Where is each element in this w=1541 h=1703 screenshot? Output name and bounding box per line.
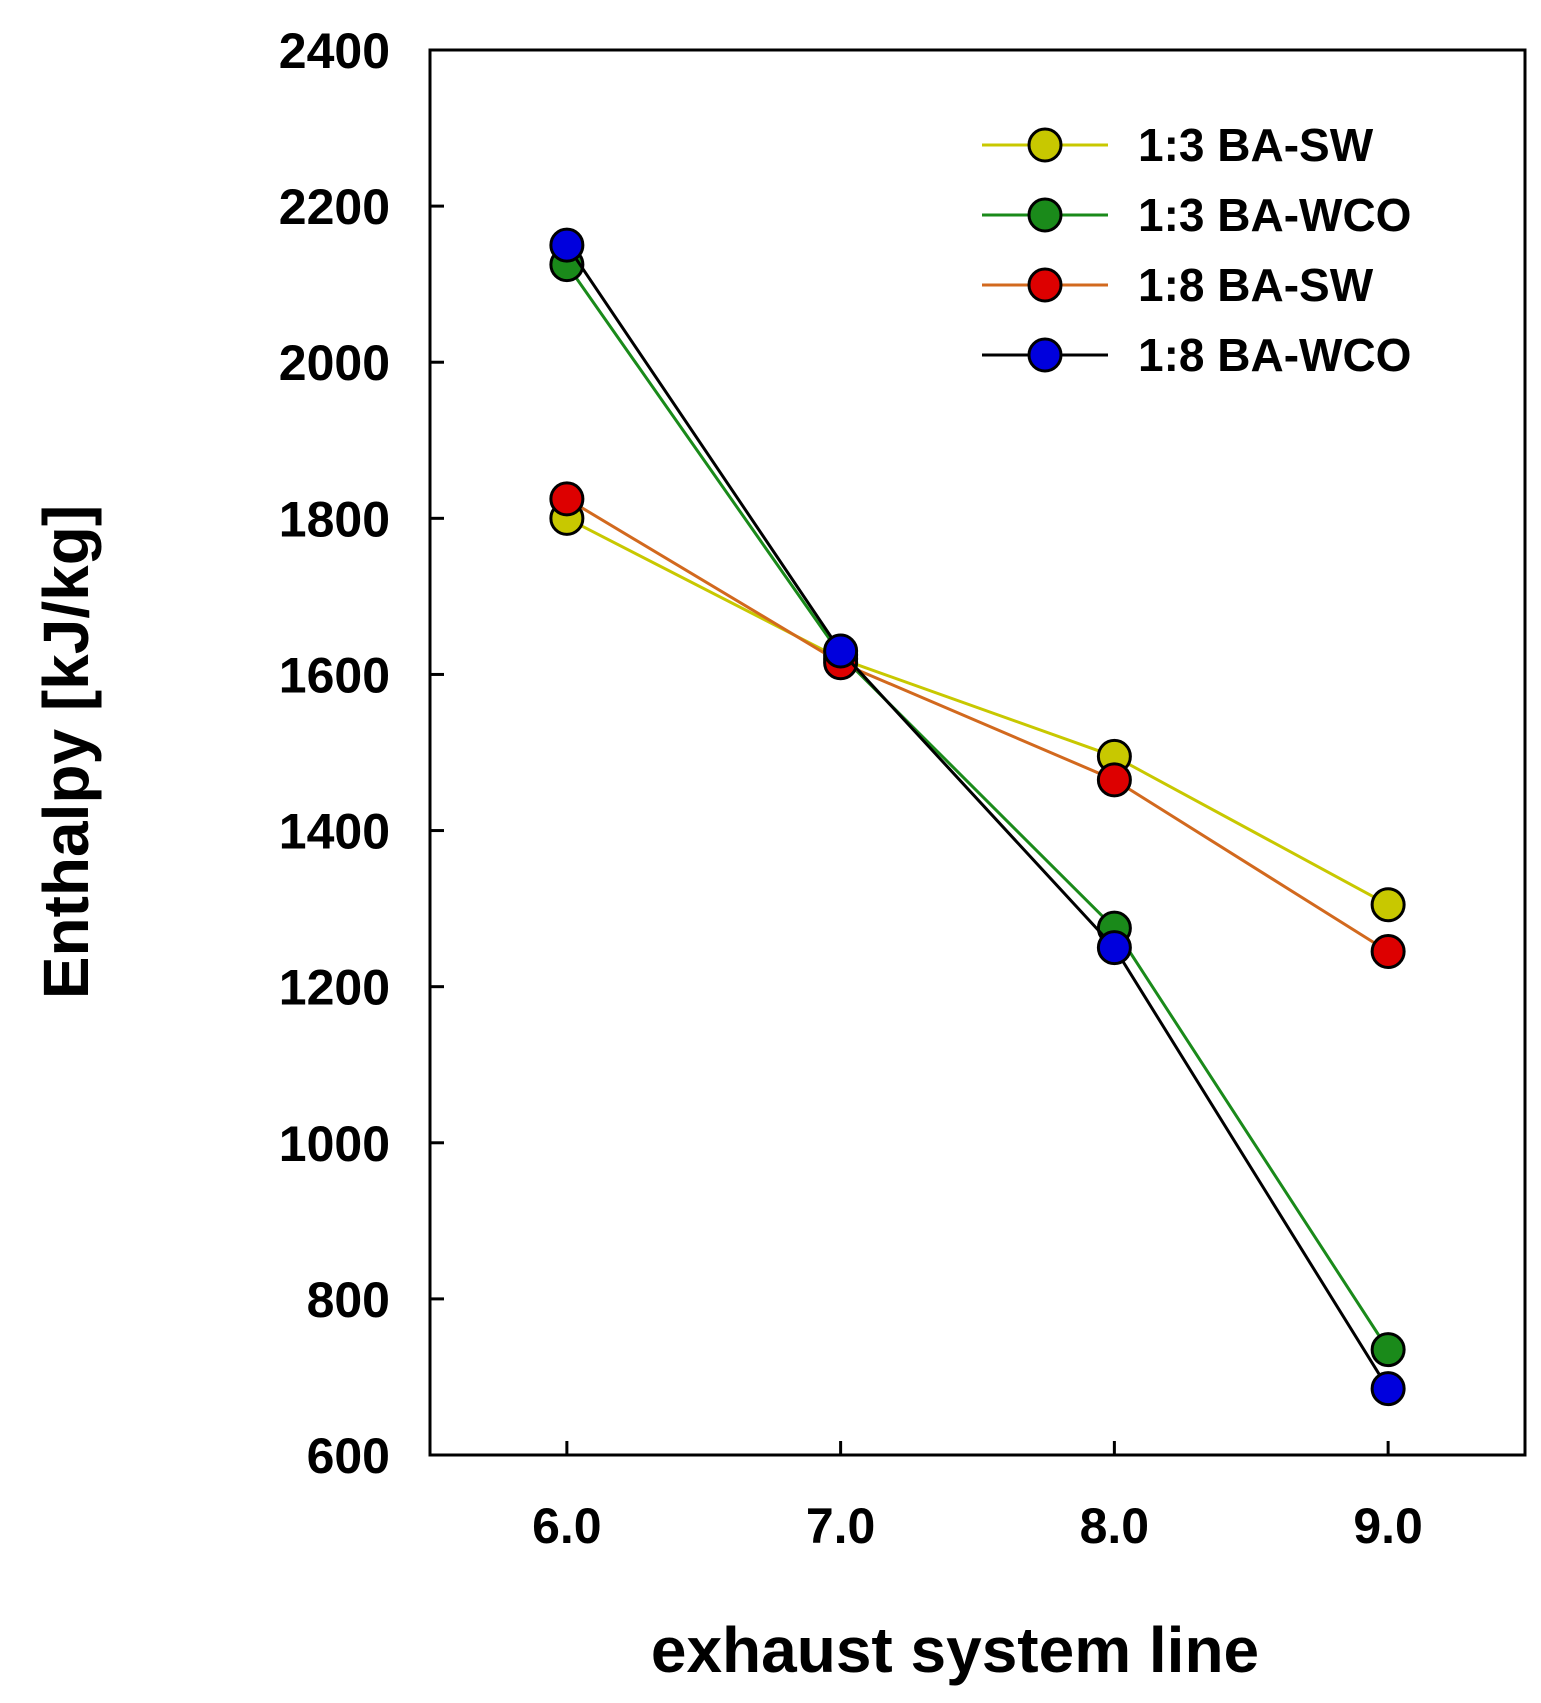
legend-label: 1:3 BA-WCO — [1138, 189, 1411, 241]
data-point — [1370, 887, 1406, 923]
y-tick-label: 1600 — [279, 647, 390, 703]
x-axis-title: exhaust system line — [651, 1614, 1259, 1686]
y-tick-label: 2400 — [279, 23, 390, 79]
data-point — [549, 227, 585, 263]
data-point — [823, 633, 859, 669]
data-point — [1096, 930, 1132, 966]
y-tick-label: 2200 — [279, 179, 390, 235]
series-line — [565, 263, 1390, 1351]
x-tick-label: 9.0 — [1353, 1498, 1423, 1554]
series-1-8-ba-wco — [549, 227, 1406, 1407]
y-tick-label: 800 — [307, 1272, 390, 1328]
series-1-3-ba-wco — [549, 247, 1406, 1368]
legend-item-1-3-ba-sw: 1:3 BA-SW — [982, 119, 1374, 171]
series-line — [565, 244, 1390, 1390]
y-tick-label: 1400 — [279, 804, 390, 860]
data-point — [1370, 934, 1406, 970]
data-point — [1096, 762, 1132, 798]
series-1-8-ba-sw — [549, 481, 1406, 970]
legend-swatch-marker — [1027, 127, 1063, 163]
y-axis: 600 800 1000 1200 1400 1600 1800 2000 2200 2400 — [279, 23, 444, 1484]
x-tick-label: 7.0 — [806, 1498, 876, 1554]
series-line — [566, 516, 1389, 907]
series-line — [566, 497, 1389, 953]
legend-label: 1:3 BA-SW — [1138, 119, 1374, 171]
legend-item-1-8-ba-wco: 1:8 BA-WCO — [982, 329, 1411, 381]
x-tick-label: 6.0 — [532, 1498, 602, 1554]
legend-item-1-8-ba-sw: 1:8 BA-SW — [982, 259, 1374, 311]
y-tick-label: 1200 — [279, 960, 390, 1016]
data-point — [1370, 1332, 1406, 1368]
data-point — [1370, 1371, 1406, 1407]
y-tick-label: 2000 — [279, 335, 390, 391]
data-point — [549, 481, 585, 517]
plot-frame — [428, 48, 1527, 1457]
legend-swatch-marker — [1027, 337, 1063, 373]
legend-swatch-marker — [1027, 197, 1063, 233]
series-layer — [549, 227, 1406, 1407]
x-axis: 6.0 7.0 8.0 9.0 — [532, 1441, 1423, 1554]
legend: 1:3 BA-SW 1:3 BA-WCO 1:8 BA-SW 1:8 BA-WCO — [982, 119, 1411, 381]
y-tick-label: 1800 — [279, 491, 390, 547]
legend-swatch-marker — [1027, 267, 1063, 303]
y-tick-label: 600 — [307, 1428, 390, 1484]
legend-label: 1:8 BA-SW — [1138, 259, 1374, 311]
y-axis-title: Enthalpy [kJ/kg] — [30, 505, 102, 999]
legend-label: 1:8 BA-WCO — [1138, 329, 1411, 381]
y-tick-label: 1000 — [279, 1116, 390, 1172]
legend-item-1-3-ba-wco: 1:3 BA-WCO — [982, 189, 1411, 241]
x-tick-label: 8.0 — [1080, 1498, 1150, 1554]
